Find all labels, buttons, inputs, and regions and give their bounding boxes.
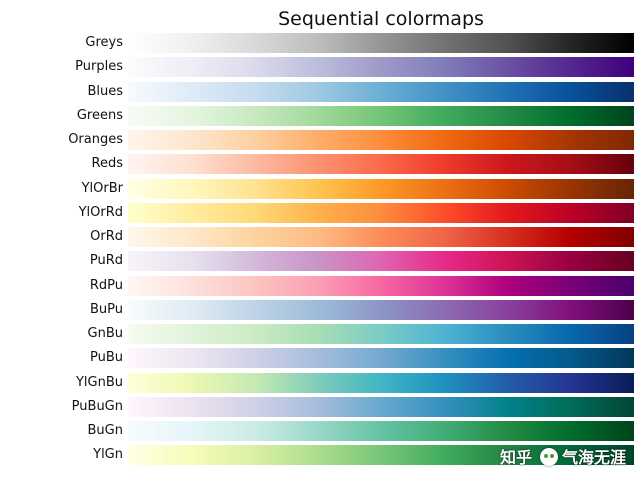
watermark-author-text: 气海无涯 <box>561 448 626 467</box>
colormap-label: Blues <box>87 83 123 99</box>
colormap-row: YlOrBr <box>0 178 640 199</box>
colormap-gradient-bar <box>128 396 634 417</box>
colormap-label: PuRd <box>89 253 123 269</box>
chart-title: Sequential colormaps <box>278 8 484 30</box>
colormap-row: GnBu <box>0 324 640 344</box>
colormap-label: BuPu <box>89 301 123 317</box>
colormap-row: PuRd <box>0 251 640 272</box>
colormap-gradient-bar <box>128 421 634 441</box>
colormap-gradient-bar <box>128 154 634 175</box>
colormap-row: BuPu <box>0 299 640 320</box>
colormap-gradient-bar <box>128 251 634 272</box>
colormap-gradient-bar <box>128 445 634 466</box>
colormap-label: GnBu <box>87 326 123 341</box>
colormap-label: OrRd <box>90 229 123 244</box>
colormap-label: Greens <box>76 107 123 123</box>
colormap-row: Purples <box>0 57 640 78</box>
colormap-label: YlGn <box>93 447 123 463</box>
colormap-row: YlOrRd <box>0 202 640 223</box>
watermark: 知乎 气海无涯 <box>500 445 626 471</box>
colormap-row: Greys <box>0 33 640 53</box>
watermark-site-text: 知乎 <box>499 448 532 467</box>
colormap-label: PuBuGn <box>71 398 123 414</box>
colormap-row: Reds <box>0 154 640 175</box>
colormap-row: Oranges <box>0 130 640 150</box>
colormap-row: PuBu <box>0 348 640 369</box>
colormap-label: BuGn <box>87 423 123 438</box>
colormap-label: Purples <box>75 59 123 75</box>
colormap-label: Greys <box>85 35 123 50</box>
colormap-label: Oranges <box>68 132 123 147</box>
colormap-gradient-bar <box>128 348 634 369</box>
colormap-label: Reds <box>91 156 123 172</box>
colormap-row: OrRd <box>0 227 640 247</box>
colormap-gradient-bar <box>128 324 634 344</box>
colormap-label: YlGnBu <box>75 374 123 390</box>
colormap-row: BuGn <box>0 421 640 441</box>
colormap-gradient-bar <box>128 202 634 223</box>
colormap-gradient-bar <box>128 299 634 320</box>
colormap-gradient-bar <box>128 57 634 78</box>
colormap-row: YlGn <box>0 445 640 466</box>
colormap-row: PuBuGn <box>0 396 640 417</box>
colormap-gradient-bar <box>128 372 634 393</box>
colormap-row: Greens <box>0 105 640 126</box>
wechat-icon <box>539 448 558 466</box>
colormap-gradient-bar <box>128 81 634 102</box>
colormap-gradient-bar <box>128 227 634 247</box>
colormap-label: PuBu <box>89 350 123 366</box>
colormap-row: YlGnBu <box>0 372 640 393</box>
colormap-row: Blues <box>0 81 640 102</box>
colormap-row: RdPu <box>0 275 640 296</box>
colormap-gradient-bar <box>128 105 634 126</box>
colormap-gradient-bar <box>128 130 634 150</box>
colormap-label: YlOrBr <box>81 180 123 196</box>
colormap-gradient-bar <box>128 275 634 296</box>
colormap-gradient-bar <box>128 33 634 53</box>
colormap-label: RdPu <box>89 277 123 293</box>
colormap-label: YlOrRd <box>78 204 123 220</box>
colormap-gradient-bar <box>128 178 634 199</box>
